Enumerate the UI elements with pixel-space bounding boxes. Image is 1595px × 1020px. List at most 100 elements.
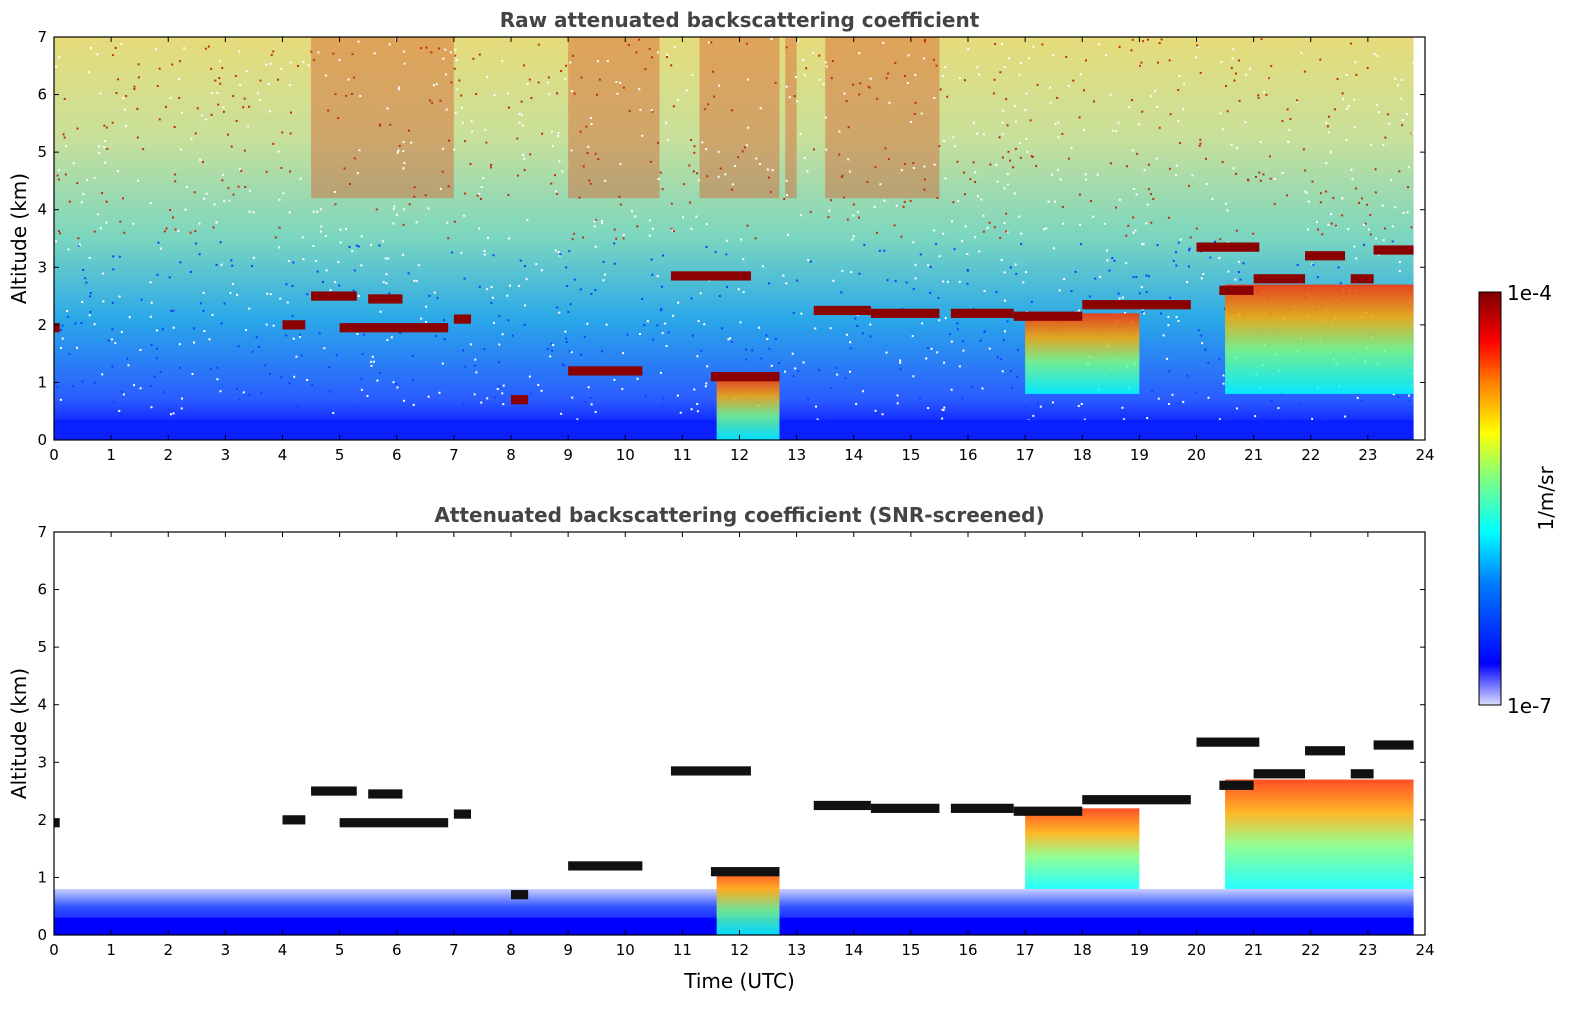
noise-speckle: [232, 95, 235, 98]
noise-speckle: [285, 283, 288, 286]
noise-speckle: [358, 149, 361, 152]
noise-speckle: [950, 388, 953, 391]
cloud-layer: [54, 323, 60, 333]
noise-speckle: [1056, 96, 1059, 99]
noise-speckle: [123, 108, 126, 111]
noise-speckle: [952, 136, 955, 139]
aerosol-plume: [1225, 284, 1414, 394]
noise-speckle: [1016, 375, 1019, 378]
noise-speckle: [379, 310, 382, 313]
noise-speckle: [1257, 96, 1260, 99]
noise-speckle: [1141, 110, 1144, 113]
noise-speckle: [523, 64, 526, 67]
noise-speckle: [869, 77, 872, 80]
noise-speckle: [1006, 173, 1009, 176]
noise-speckle: [1018, 74, 1021, 77]
noise-speckle: [1108, 269, 1111, 272]
noise-speckle: [809, 260, 812, 263]
noise-speckle: [209, 368, 212, 371]
noise-speckle: [739, 321, 742, 324]
noise-speckle: [923, 40, 926, 43]
noise-speckle: [651, 56, 654, 59]
noise-speckle: [622, 237, 625, 240]
noise-speckle: [119, 220, 122, 223]
noise-speckle: [498, 315, 501, 318]
noise-speckle: [927, 407, 930, 410]
noise-speckle: [1132, 231, 1135, 234]
noise-speckle: [99, 227, 102, 230]
noise-speckle: [1114, 129, 1117, 132]
cloud-layer: [511, 395, 529, 405]
noise-speckle: [519, 259, 522, 262]
noise-speckle: [1125, 262, 1128, 265]
noise-speckle: [1319, 201, 1322, 204]
noise-speckle: [1245, 73, 1248, 76]
noise-speckle: [849, 347, 852, 350]
noise-speckle: [210, 67, 213, 70]
x-tick-label: 20: [1187, 446, 1206, 464]
noise-speckle: [1325, 190, 1328, 193]
noise-speckle: [900, 235, 903, 238]
noise-speckle: [178, 77, 181, 80]
noise-speckle: [693, 388, 696, 391]
noise-speckle: [480, 401, 483, 404]
noise-speckle: [486, 236, 489, 239]
noise-speckle: [659, 171, 662, 174]
noise-speckle: [61, 337, 64, 340]
noise-speckle: [170, 309, 173, 312]
noise-speckle: [992, 92, 995, 95]
noise-speckle: [132, 222, 135, 225]
noise-speckle: [919, 253, 922, 256]
noise-speckle: [337, 117, 340, 120]
cloud-layer: [1350, 274, 1374, 284]
noise-speckle: [707, 103, 710, 106]
noise-speckle: [278, 198, 281, 201]
noise-speckle: [1327, 223, 1330, 226]
noise-speckle: [493, 396, 496, 399]
noise-speckle: [634, 408, 637, 411]
noise-speckle: [830, 199, 833, 202]
noise-speckle: [384, 257, 387, 260]
x-tick-label: 5: [335, 446, 345, 464]
noise-speckle: [133, 384, 136, 387]
noise-speckle: [1186, 281, 1189, 284]
noise-speckle: [93, 176, 96, 179]
noise-speckle: [184, 208, 187, 211]
noise-speckle: [1402, 211, 1405, 214]
noise-speckle: [941, 408, 944, 411]
noise-speckle: [1396, 84, 1399, 87]
noise-speckle: [378, 244, 381, 247]
noise-speckle: [718, 295, 721, 298]
noise-speckle: [1187, 184, 1190, 187]
noise-speckle: [65, 406, 68, 409]
noise-speckle: [1177, 89, 1180, 92]
noise-speckle: [1281, 120, 1284, 123]
noise-speckle: [211, 92, 214, 95]
noise-speckle: [1383, 227, 1386, 230]
noise-speckle: [851, 238, 854, 241]
noise-speckle: [971, 385, 974, 388]
noise-speckle: [81, 380, 84, 383]
noise-speckle: [441, 170, 444, 173]
noise-speckle: [518, 121, 521, 124]
noise-speckle: [651, 273, 654, 276]
noise-speckle: [398, 144, 401, 147]
noise-speckle: [887, 158, 890, 161]
noise-speckle: [774, 81, 777, 84]
noise-speckle: [1150, 193, 1153, 196]
noise-speckle: [501, 333, 504, 336]
noise-speckle: [960, 397, 963, 400]
cloud-layer: [1219, 780, 1254, 790]
noise-speckle: [579, 130, 582, 133]
noise-speckle: [1126, 165, 1129, 168]
noise-speckle: [372, 360, 375, 363]
noise-speckle: [1391, 240, 1394, 243]
x-tick-label: 18: [1073, 446, 1092, 464]
noise-speckle: [1145, 291, 1148, 294]
noise-speckle: [1085, 178, 1088, 181]
noise-speckle: [439, 187, 442, 190]
noise-speckle: [398, 86, 401, 89]
noise-speckle: [272, 50, 275, 53]
noise-speckle: [1057, 121, 1060, 124]
noise-speckle: [596, 60, 599, 63]
